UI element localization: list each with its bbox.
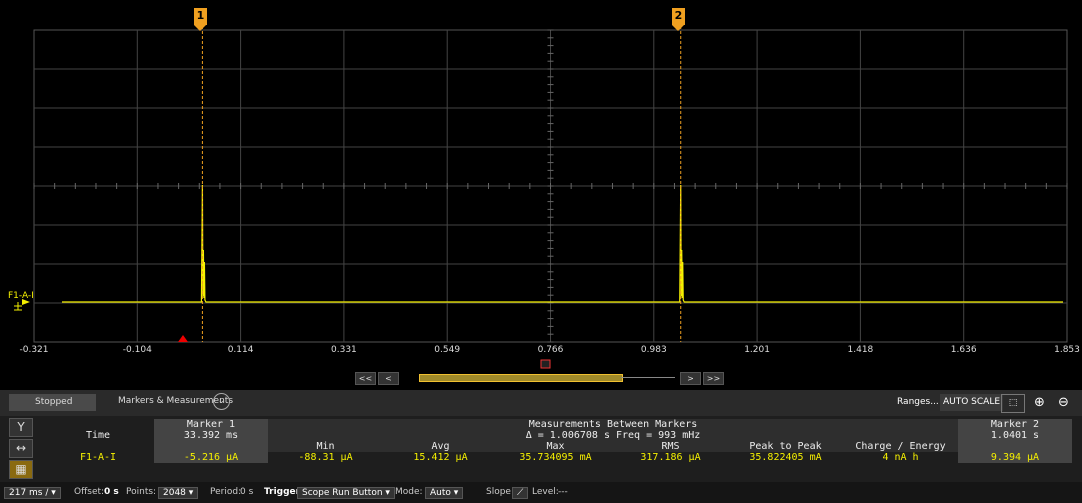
value-rms: 317.186 µA [640, 452, 701, 463]
mode-select[interactable]: Auto ▾ [425, 487, 464, 499]
offset-label: Offset: [74, 487, 105, 497]
measurements-table: Marker 1 Measurements Between Markers Ma… [42, 419, 1072, 463]
points-select[interactable]: 2048 ▾ [158, 487, 199, 499]
period-label: Period: [210, 487, 242, 497]
scroll-left-button[interactable]: < [378, 372, 399, 385]
offset-value[interactable]: 0 s [104, 487, 119, 497]
points-label: Points: [126, 487, 157, 497]
value-charge-energy: 4 nA h [882, 452, 919, 463]
level-value: --- [558, 487, 568, 497]
fit-width-icon[interactable]: ↔ [9, 439, 33, 458]
grid-icon[interactable]: ▦ [9, 460, 33, 479]
value-max: 35.734095 mA [519, 452, 592, 463]
delta-frequency: Δ = 1.006708 s Freq = 993 mHz [268, 430, 958, 441]
x-tick-label: 0.114 [227, 345, 254, 355]
channel-trace [62, 184, 1063, 303]
trigger-select[interactable]: Scope Run Button ▾ [297, 487, 395, 499]
center-marker-icon [540, 359, 551, 369]
x-tick-label: 1.636 [950, 345, 977, 355]
trigger-position-indicator [178, 335, 188, 342]
scroll-thumb[interactable] [419, 374, 623, 382]
period-value: 0 s [240, 487, 254, 497]
x-tick-label: 1.201 [744, 345, 770, 355]
marker-2-time: 1.0401 s [958, 430, 1072, 441]
col-header-charge-energy: Charge / Energy [843, 441, 958, 452]
x-tick-label: -0.321 [19, 345, 49, 355]
col-header-max: Max [498, 441, 613, 452]
between-markers-title: Measurements Between Markers [268, 419, 958, 430]
x-tick-label: 1.853 [1054, 345, 1080, 355]
channel-row-label: F1-A-I [79, 452, 117, 463]
x-tick-label: 0.983 [640, 345, 667, 355]
auto-scale-button[interactable]: AUTO SCALE [940, 394, 1004, 411]
center-tickmarks [33, 29, 1068, 343]
scroll-left-fast-button[interactable]: << [355, 372, 376, 385]
value-peak-to-peak: 35.822405 mA [749, 452, 822, 463]
marker-1-title: Marker 1 [154, 419, 268, 430]
waveform-canvas[interactable] [0, 0, 1082, 390]
marker-2-value: 9.394 µA [958, 452, 1072, 463]
scroll-track [621, 377, 675, 378]
run-status-badge[interactable]: Stopped [9, 394, 96, 411]
timebase-select[interactable]: 217 ms / ▾ [4, 487, 61, 499]
time-row-label: Time [85, 430, 111, 441]
x-tick-label: 0.331 [331, 345, 357, 355]
channel-label[interactable]: F1-A-I [8, 291, 34, 301]
marker-2-handle[interactable]: 2 [672, 8, 685, 31]
x-tick-label: 0.549 [434, 345, 461, 355]
marker-lines [201, 26, 682, 342]
tool-strip: Y ↔ ▦ [9, 418, 33, 481]
mode-label: Mode: [395, 487, 423, 497]
ranges-button[interactable]: Ranges... [897, 397, 939, 407]
col-header-min: Min [268, 441, 383, 452]
col-header-avg: Avg [383, 441, 498, 452]
status-bar: 217 ms / ▾ Offset: 0 s Points: 2048 ▾ Pe… [0, 482, 1082, 503]
marker-1-value: -5.216 µA [154, 452, 268, 463]
probe-icon[interactable]: Y [9, 418, 33, 437]
scroll-right-button[interactable]: > [680, 372, 701, 385]
col-header-peak-to-peak: Peak to Peak [728, 441, 843, 452]
marker-2-title: Marker 2 [958, 419, 1072, 430]
scope-display[interactable]: 1 2 F1-A-I -0.321 -0.104 0.114 0.331 0.549 0.… [0, 0, 1082, 390]
col-header-rms: RMS [613, 441, 728, 452]
trigger-label: Trigger [264, 487, 301, 497]
x-tick-label: 1.418 [847, 345, 874, 355]
scroll-right-fast-button[interactable]: >> [703, 372, 724, 385]
zoom-out-icon[interactable]: ⊖ [1058, 395, 1069, 410]
level-label: Level: [532, 487, 559, 497]
slope-rising-icon[interactable]: ⟋ [512, 487, 529, 499]
panel-header: Stopped Markers & Measurements ⌄ Ranges.… [0, 390, 1082, 416]
zoom-box-icon[interactable]: ⬚ [1001, 394, 1025, 413]
markers-measurements-label: Markers & Measurements [118, 396, 234, 406]
x-tick-label: -0.104 [122, 345, 152, 355]
marker-1-time: 33.392 ms [154, 430, 268, 441]
ground-icon [14, 302, 22, 311]
zoom-in-icon[interactable]: ⊕ [1034, 395, 1045, 410]
chevron-down-icon[interactable]: ⌄ [213, 393, 230, 410]
slope-label: Slope: [486, 487, 515, 497]
channel-arrow-icon [22, 299, 30, 305]
value-avg: 15.412 µA [413, 452, 468, 463]
x-tick-label: 0.766 [537, 345, 564, 355]
value-min: -88.31 µA [298, 452, 353, 463]
marker-1-handle[interactable]: 1 [194, 8, 207, 31]
